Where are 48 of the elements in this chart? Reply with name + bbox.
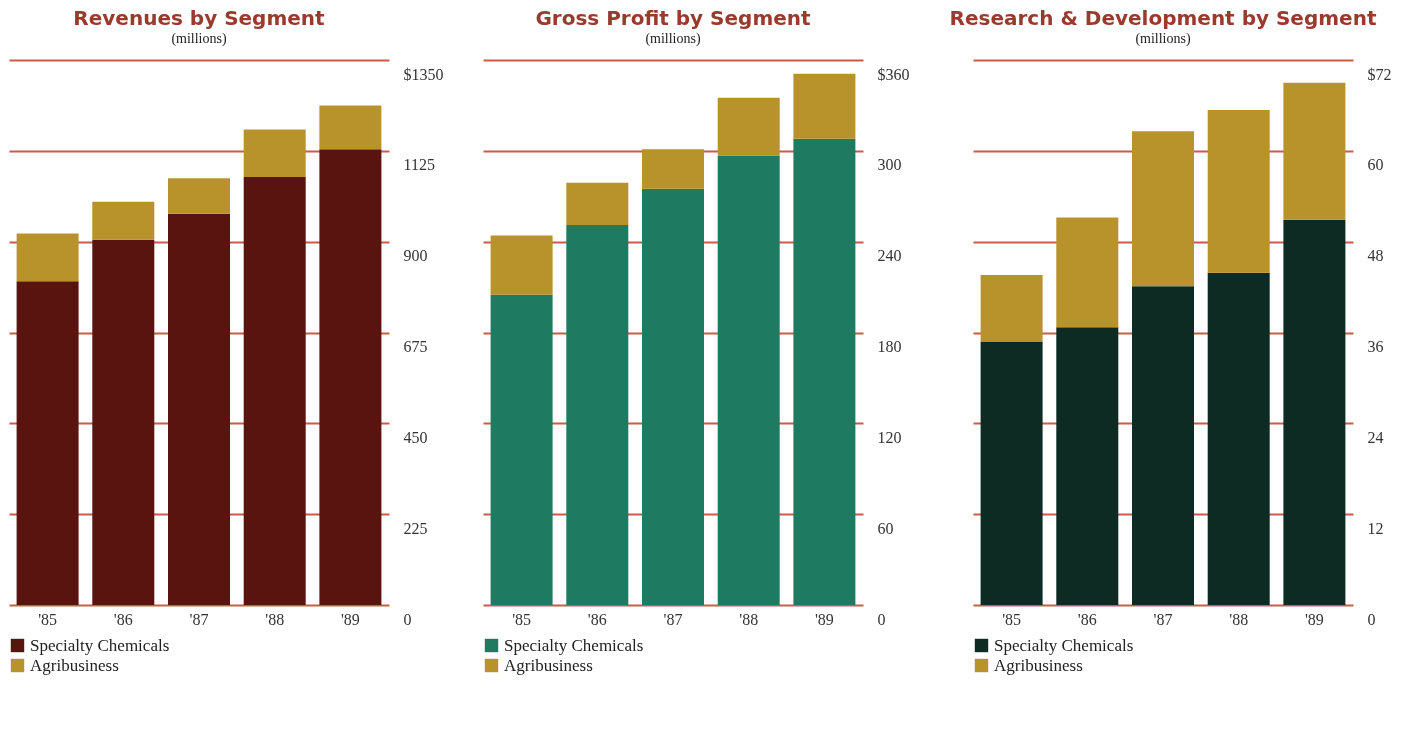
legend-label: Agribusiness <box>994 655 1083 675</box>
chart-title: Research & Development by Segment <box>949 6 1377 30</box>
x-tick-label: '89 <box>1304 610 1324 628</box>
chart-subtitle: (millions) <box>645 31 701 47</box>
x-tick-label: '86 <box>113 610 133 628</box>
y-tick-label: 120 <box>877 428 902 446</box>
x-tick-label: '87 <box>189 610 209 628</box>
legend-label: Agribusiness <box>504 655 593 675</box>
chart-subtitle: (millions) <box>171 31 227 47</box>
chart-subtitle: (millions) <box>1135 31 1191 47</box>
y-tick-label: $360 <box>877 65 910 83</box>
chart-title: Gross Profit by Segment <box>535 6 812 30</box>
x-tick-label: '88 <box>1229 610 1249 628</box>
y-tick-label: 675 <box>403 338 428 355</box>
y-tick-label: 180 <box>877 338 902 355</box>
x-tick-label: '86 <box>587 610 607 628</box>
y-tick-label: $72 <box>1367 65 1392 83</box>
y-tick-label: 12 <box>1367 519 1384 537</box>
legend-label: Specialty Chemicals <box>504 635 644 655</box>
y-tick-label: 60 <box>877 519 894 537</box>
x-tick-label: '85 <box>1002 610 1022 628</box>
y-tick-label: 300 <box>877 156 902 174</box>
x-tick-label: '87 <box>1153 610 1173 628</box>
y-tick-label: 900 <box>403 247 428 265</box>
legend-label: Agribusiness <box>30 655 119 675</box>
y-tick-label: 0 <box>877 610 886 628</box>
x-tick-label: '85 <box>512 610 532 628</box>
x-tick-label: '88 <box>265 610 285 628</box>
y-tick-label: 60 <box>1367 156 1384 174</box>
y-tick-label: 225 <box>403 519 428 537</box>
y-tick-label: 240 <box>877 247 902 265</box>
x-tick-label: '88 <box>739 610 759 628</box>
y-tick-label: 48 <box>1367 247 1384 265</box>
x-tick-label: '87 <box>663 610 683 628</box>
y-tick-label: 0 <box>403 610 412 628</box>
legend-label: Specialty Chemicals <box>30 635 170 655</box>
chart-title: Revenues by Segment <box>73 6 326 30</box>
y-tick-label: 1125 <box>403 156 435 174</box>
x-tick-label: '85 <box>38 610 58 628</box>
y-tick-label: 0 <box>1367 610 1376 628</box>
x-tick-label: '89 <box>814 610 834 628</box>
y-tick-label: 450 <box>403 428 428 446</box>
y-tick-label: 24 <box>1367 428 1384 446</box>
y-tick-label: 36 <box>1367 338 1384 355</box>
legend-label: Specialty Chemicals <box>994 635 1134 655</box>
x-tick-label: '89 <box>340 610 360 628</box>
y-tick-label: $1350 <box>403 65 444 83</box>
x-tick-label: '86 <box>1077 610 1097 628</box>
